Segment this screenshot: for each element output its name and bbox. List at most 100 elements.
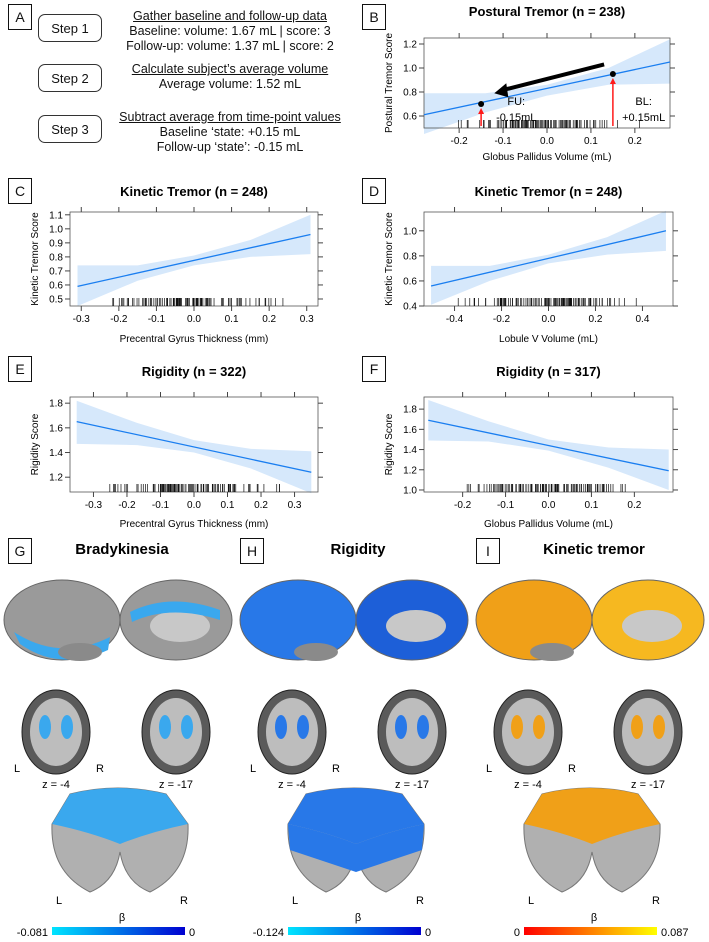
panel-label-h: H bbox=[240, 538, 264, 564]
y-axis-label: Rigidity Score bbox=[30, 413, 41, 475]
left-label: L bbox=[486, 763, 492, 775]
x-axis-label: Precentral Gyrus Thickness (mm) bbox=[120, 334, 269, 345]
slice-z-label: z = -17 bbox=[395, 779, 429, 791]
y-axis-label: Postural Tremor Score bbox=[384, 33, 395, 133]
colorbar bbox=[52, 927, 185, 935]
axial-roi-right bbox=[181, 715, 193, 739]
x-tick-label: -0.2 bbox=[493, 314, 511, 325]
cerebellum-lateral bbox=[294, 643, 338, 661]
right-label: R bbox=[416, 895, 424, 907]
colorbar-max: 0 bbox=[425, 927, 431, 939]
medial-highlight bbox=[130, 601, 220, 622]
chart-f: Rigidity (n = 317) -0.2 -0.1 0.0 0.1 0.2 1.0 1.… bbox=[384, 364, 678, 530]
axial-tissue bbox=[502, 698, 554, 766]
axial-roi-right bbox=[533, 715, 545, 739]
x-tick-label: 0.2 bbox=[589, 314, 603, 325]
y-tick-label: 0.8 bbox=[403, 88, 417, 99]
colorbar-max: 0.087 bbox=[661, 927, 689, 939]
step-2-box: Step 2 bbox=[38, 64, 102, 92]
x-tick-label: -0.1 bbox=[148, 314, 166, 325]
x-tick-label: 0.1 bbox=[584, 136, 598, 147]
x-axis-label: Globus Pallidus Volume (mL) bbox=[483, 152, 612, 163]
cerebellum-roi bbox=[288, 788, 424, 844]
x-tick-label: -0.2 bbox=[118, 500, 136, 511]
panel-label-b: B bbox=[362, 4, 386, 30]
step-line: Average volume: 1.52 mL bbox=[158, 77, 302, 91]
y-tick-label: 1.6 bbox=[49, 423, 63, 434]
panel-label-i: I bbox=[476, 538, 500, 564]
charts-layer: Postural Tremor (n = 238) -0.2 -0.1 0.0 0.1 0… bbox=[30, 4, 678, 530]
colorbar-min: 0 bbox=[514, 927, 520, 939]
confidence-band bbox=[424, 39, 670, 135]
chart-b: Postural Tremor (n = 238) -0.2 -0.1 0.0 0.1 0… bbox=[384, 4, 675, 163]
y-tick-label: 1.0 bbox=[403, 226, 417, 237]
chart-d: Kinetic Tremor (n = 248) -0.4 -0.2 0.0 0.2 0.… bbox=[384, 184, 678, 345]
black-arrowhead bbox=[494, 83, 509, 98]
left-label: L bbox=[250, 763, 256, 775]
x-tick-label: 0.0 bbox=[187, 500, 201, 511]
y-tick-label: 0.6 bbox=[403, 112, 417, 123]
cerebellum-lateral bbox=[58, 643, 102, 661]
left-label: L bbox=[14, 763, 20, 775]
axial-roi-right bbox=[417, 715, 429, 739]
colorbar-max: 0 bbox=[189, 927, 195, 939]
axial-roi-left bbox=[159, 715, 171, 739]
y-axis-label: Kinetic Tremor Score bbox=[30, 212, 41, 306]
y-tick-label: 1.8 bbox=[403, 405, 417, 416]
chart-title: Kinetic Tremor (n = 248) bbox=[475, 184, 623, 199]
chart-title: Postural Tremor (n = 238) bbox=[469, 4, 625, 19]
y-tick-label: 1.8 bbox=[49, 399, 63, 410]
x-tick-label: 0.1 bbox=[584, 500, 598, 511]
x-tick-label: 0.2 bbox=[254, 500, 268, 511]
cerebellum-lateral bbox=[530, 643, 574, 661]
axial-tissue bbox=[386, 698, 438, 766]
cerebellum-roi bbox=[524, 788, 660, 844]
y-tick-label: 1.6 bbox=[403, 425, 417, 436]
right-label: R bbox=[180, 895, 188, 907]
panel-label-c: C bbox=[8, 178, 32, 204]
x-tick-label: 0.2 bbox=[628, 136, 642, 147]
chart-title: Rigidity (n = 317) bbox=[496, 364, 600, 379]
fit-line bbox=[428, 419, 669, 472]
slice-z-label: z = -4 bbox=[514, 779, 542, 791]
step-line: Follow-up ‘state’: -0.15 mL bbox=[156, 140, 304, 154]
x-tick-label: -0.2 bbox=[451, 136, 469, 147]
x-tick-label: 0.0 bbox=[540, 136, 554, 147]
step-3-box: Step 3 bbox=[38, 115, 102, 143]
x-tick-label: 0.3 bbox=[300, 314, 314, 325]
y-axis-label: Rigidity Score bbox=[384, 413, 395, 475]
axial-roi-left bbox=[275, 715, 287, 739]
colorbar-min: -0.124 bbox=[253, 927, 284, 939]
axial-tissue bbox=[30, 698, 82, 766]
slice-z-label: z = -17 bbox=[159, 779, 193, 791]
y-tick-label: 1.2 bbox=[49, 473, 63, 484]
brain-panel-h: Rigidity z = -4 z = -17 L R L Rβ -0.124 0 bbox=[239, 541, 469, 939]
right-label: R bbox=[332, 763, 340, 775]
y-tick-label: 1.0 bbox=[49, 224, 63, 235]
colorbar bbox=[288, 927, 421, 935]
y-tick-label: 0.8 bbox=[403, 251, 417, 262]
fit-line bbox=[423, 61, 671, 116]
panel-label-a: A bbox=[8, 4, 32, 30]
x-axis-label: Globus Pallidus Volume (mL) bbox=[484, 519, 613, 530]
x-tick-label: -0.2 bbox=[110, 314, 128, 325]
data-point bbox=[478, 101, 485, 107]
axial-roi-right bbox=[297, 715, 309, 739]
x-tick-label: -0.1 bbox=[497, 500, 515, 511]
y-tick-label: 0.8 bbox=[49, 252, 63, 263]
chart-title: Kinetic Tremor (n = 248) bbox=[120, 184, 268, 199]
chart-e: Rigidity (n = 322) -0.3 -0.2 -0.1 0.0 0.1 0.2 0… bbox=[30, 364, 323, 530]
x-tick-label: -0.2 bbox=[454, 500, 472, 511]
step-1-desc: Gather baseline and follow-up data Basel… bbox=[104, 9, 356, 54]
x-tick-label: 0.2 bbox=[262, 314, 276, 325]
y-tick-label: 1.2 bbox=[403, 40, 417, 51]
annotation-value: -0.15mL bbox=[496, 112, 536, 124]
axial-roi-left bbox=[631, 715, 643, 739]
x-tick-label: 0.0 bbox=[542, 500, 556, 511]
fit-line bbox=[430, 230, 667, 287]
chart-title: Rigidity (n = 322) bbox=[142, 364, 246, 379]
annotation-label: FU: bbox=[507, 96, 525, 108]
step-1-box: Step 1 bbox=[38, 14, 102, 42]
black-arrow bbox=[501, 62, 605, 93]
fit-line bbox=[77, 233, 311, 287]
